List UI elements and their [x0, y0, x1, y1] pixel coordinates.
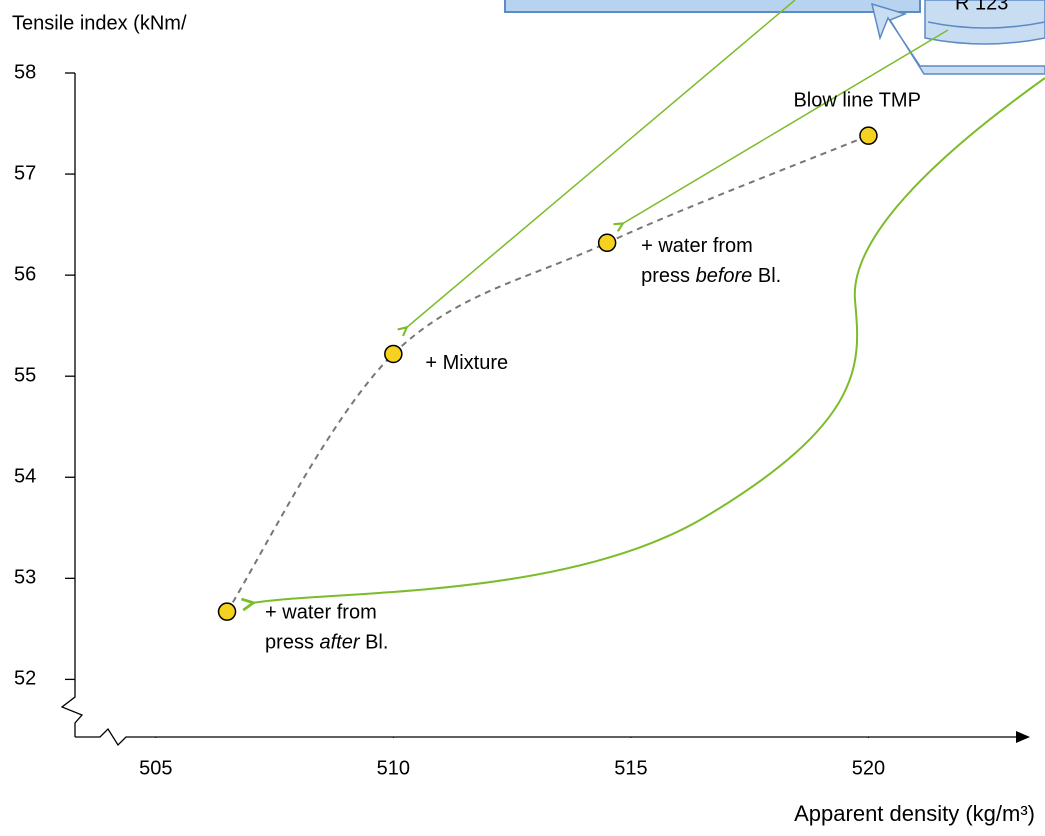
vessel-label: R 123 — [955, 0, 1008, 14]
y-tick-label: 54 — [14, 466, 36, 488]
green-arrow — [622, 29, 949, 224]
vessel-rim — [927, 21, 1045, 29]
annotation-segment: Bl. — [360, 632, 389, 654]
point — [859, 126, 878, 145]
trend-line — [226, 134, 869, 613]
annotation-segment: + Mixture — [425, 352, 508, 374]
point — [384, 344, 403, 364]
point — [597, 233, 617, 253]
y-tick-label: 56 — [14, 263, 36, 285]
x-axis-arrow — [1016, 731, 1030, 743]
annotation-segment: press — [265, 632, 319, 654]
annotation: + water from — [265, 602, 377, 624]
green-curve-arrow — [252, 77, 1045, 603]
annotation: press before Bl. — [641, 265, 781, 287]
annotation-segment: + water from — [265, 602, 377, 624]
annotation: press after Bl. — [265, 632, 388, 654]
point — [217, 602, 237, 621]
annotation-segment: press — [641, 265, 695, 287]
x-tick-label: 520 — [852, 757, 885, 779]
y-tick-label: 53 — [14, 567, 36, 589]
y-axis — [60, 73, 84, 737]
y-axis-label: Tensile index (kNm/ — [12, 12, 187, 34]
annotation-segment: Blow line TMP — [793, 90, 920, 112]
y-tick-label: 57 — [14, 162, 36, 184]
annotation-segment: Bl. — [752, 265, 781, 287]
x-tick-label: 510 — [377, 757, 410, 779]
annotation: Blow line TMP — [793, 90, 920, 112]
process-box — [504, 0, 921, 13]
y-tick-label: 52 — [14, 668, 36, 690]
annotation: + Mixture — [425, 352, 508, 374]
y-tick-label: 55 — [14, 364, 36, 386]
x-tick-label: 505 — [139, 757, 172, 779]
return-arrow — [870, 2, 1045, 75]
y-tick-label: 58 — [14, 61, 36, 83]
x-axis-label: Apparent density (kg/m³) — [794, 801, 1035, 826]
annotation-segment: + water from — [641, 235, 753, 257]
green-arrow — [406, 0, 796, 328]
annotation-segment: after — [320, 632, 361, 654]
x-axis — [75, 727, 1018, 747]
annotation: + water from — [641, 235, 753, 257]
annotation-segment: before — [696, 265, 753, 287]
x-tick-label: 515 — [614, 757, 647, 779]
